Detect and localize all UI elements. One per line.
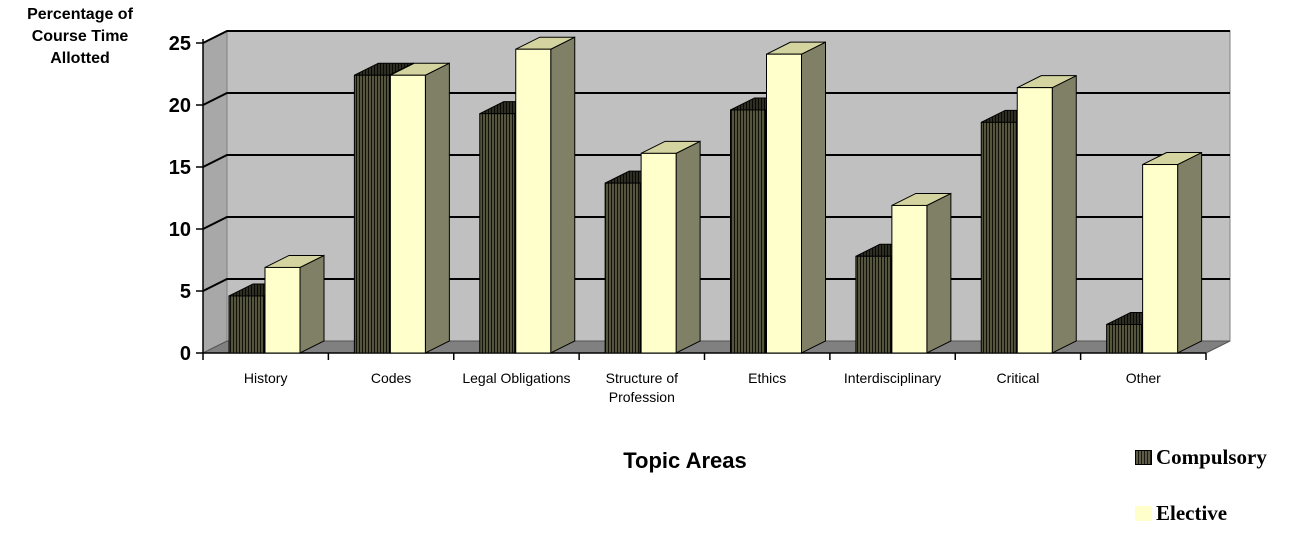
y-tick-label: 25 (169, 33, 191, 55)
bar-compulsory (604, 182, 641, 354)
bar-compulsory (479, 113, 516, 354)
bar-elective (640, 152, 677, 354)
legend-swatch-elective (1135, 505, 1152, 521)
bar-elective-side (550, 36, 576, 354)
gridline (202, 154, 1230, 168)
bar-elective (1016, 87, 1053, 354)
legend-item-elective: Elective (1135, 500, 1267, 526)
bar-elective-side (801, 41, 826, 354)
bar-elective-side (1177, 151, 1203, 354)
bar-elective (1142, 164, 1179, 354)
y-tick-label: 0 (180, 343, 191, 365)
x-tick-label: Interdisciplinary (844, 370, 941, 386)
legend-label-elective: Elective (1156, 500, 1228, 525)
y-tick-label: 20 (169, 95, 191, 117)
bar-compulsory (855, 255, 892, 354)
x-tick-label: Profession (609, 389, 675, 405)
x-tick-label: Structure of (606, 370, 678, 386)
x-tick-label: Legal Obligations (462, 370, 570, 386)
bar-chart: 0 5 10 15 20 25 History Codes Legal Obligations S… (169, 30, 1231, 405)
bar-compulsory (353, 74, 390, 354)
y-tick-label: 15 (169, 157, 191, 179)
x-tick-label: Critical (997, 370, 1040, 386)
legend-item-compulsory: Compulsory (1135, 444, 1267, 470)
bar-elective (264, 266, 301, 354)
y-tick-label: 10 (169, 219, 191, 241)
side-wall (202, 30, 228, 354)
bar-elective-side (424, 62, 450, 354)
x-tick-label: History (244, 370, 288, 386)
bar-elective (515, 48, 552, 354)
bar-compulsory (228, 295, 265, 354)
gridline (202, 92, 1230, 106)
bar-elective-side (926, 192, 952, 354)
bar-elective (766, 53, 802, 354)
x-tick-label: Codes (371, 370, 411, 386)
x-tick-label: Other (1126, 370, 1161, 386)
bar-elective-side (1051, 74, 1077, 354)
gridline (202, 30, 1230, 44)
legend-label-compulsory: Compulsory (1156, 444, 1267, 469)
bar-elective-side (299, 254, 325, 354)
bar-elective (389, 74, 426, 354)
legend: Compulsory Elective (1135, 444, 1267, 556)
bar-elective (891, 204, 928, 354)
y-axis-label: Percentage of Course Time Allotted (27, 6, 133, 67)
bar-compulsory (980, 121, 1017, 354)
bar-elective-side (675, 140, 701, 354)
bar-compulsory (730, 109, 766, 354)
x-tick-label: Ethics (748, 370, 786, 386)
legend-swatch-compulsory (1135, 449, 1152, 465)
y-tick-label: 5 (180, 281, 191, 303)
x-axis-label: Topic Areas (623, 448, 747, 473)
bar-compulsory (1106, 323, 1143, 354)
